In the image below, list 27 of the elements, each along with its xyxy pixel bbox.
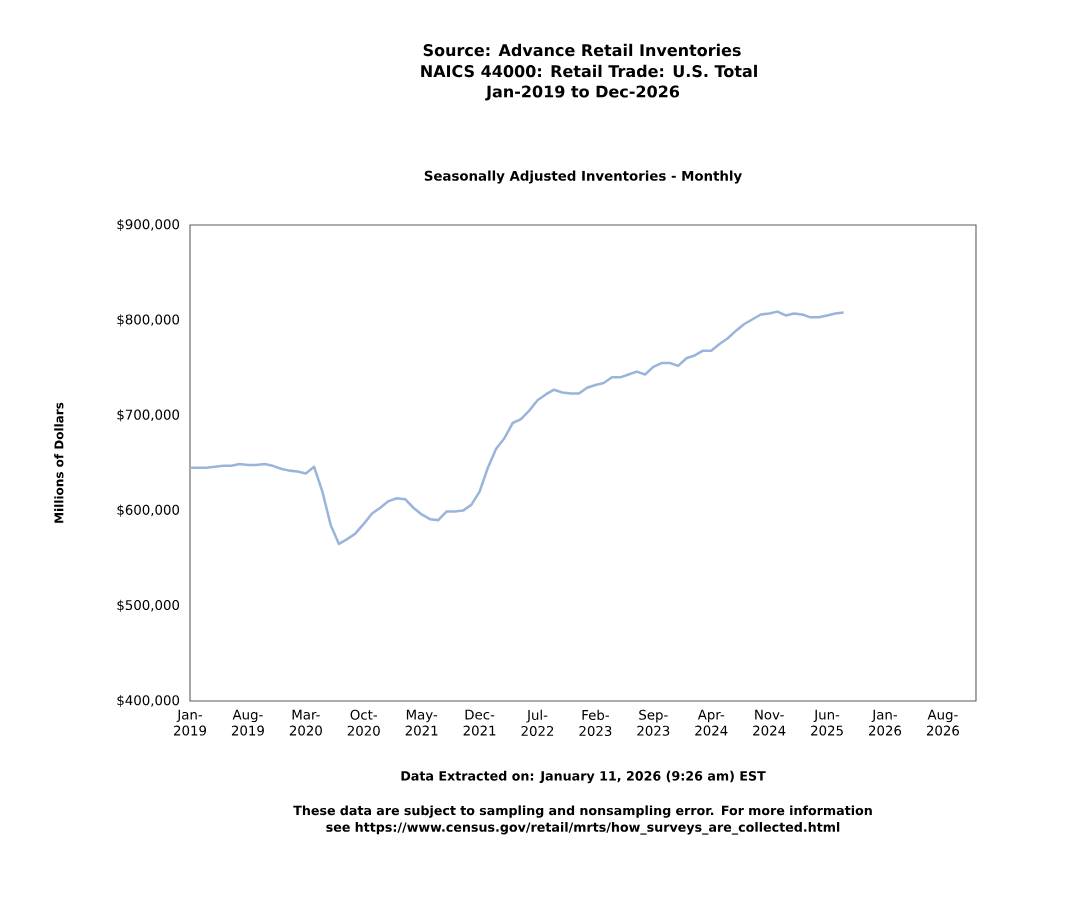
x-tick-label: Nov-2024 (753, 709, 786, 736)
y-tick-label: $800,000 (117, 314, 180, 327)
y-axis-title: Millions of Dollars (54, 402, 64, 523)
x-tick-label: Feb-2023 (579, 709, 612, 737)
text: NAICS 44000: Retail Trade: U.S. Total (421, 64, 757, 78)
x-tick-label: Sep-2023 (637, 709, 670, 736)
y-tick-label: $900,000 (117, 218, 180, 232)
chart-title: Source: Advance Retail Inventories (423, 43, 741, 57)
y-tick-label: $700,000 (117, 409, 180, 422)
x-tick-label: Jun-2025 (811, 709, 843, 736)
x-tick-label: Mar-2020 (289, 709, 322, 736)
text: These data are subject to sampling and nonsampling error. For more information see https://www.census.gov/retail/mrts/how_surveys_are_collected.html (293, 805, 872, 835)
chart-subtitle: Seasonally Adjusted Inventories - Monthly (424, 170, 742, 184)
x-tick-label: Oct-2020 (347, 709, 380, 736)
y-tick-label: $500,000 (117, 599, 180, 612)
x-tick-label: Jan-2026 (869, 709, 902, 736)
x-tick-label: Dec-2021 (463, 709, 496, 736)
x-tick-label: May-2021 (405, 709, 438, 736)
text: Data Extracted on: January 11, 2026 (9:26 am) EST (401, 770, 766, 784)
x-tick-label: Jul-2022 (521, 709, 554, 737)
text: Jan-2019 to Dec-2026 (485, 85, 680, 101)
x-tick-label: Aug-2019 (231, 709, 264, 736)
x-tick-label: Apr-2024 (695, 709, 728, 736)
y-tick-label: $600,000 (117, 504, 180, 517)
y-tick-label: $400,000 (117, 694, 180, 708)
x-tick-label: Jan-2019 (174, 709, 207, 736)
x-tick-label: Aug-2026 (926, 709, 960, 736)
